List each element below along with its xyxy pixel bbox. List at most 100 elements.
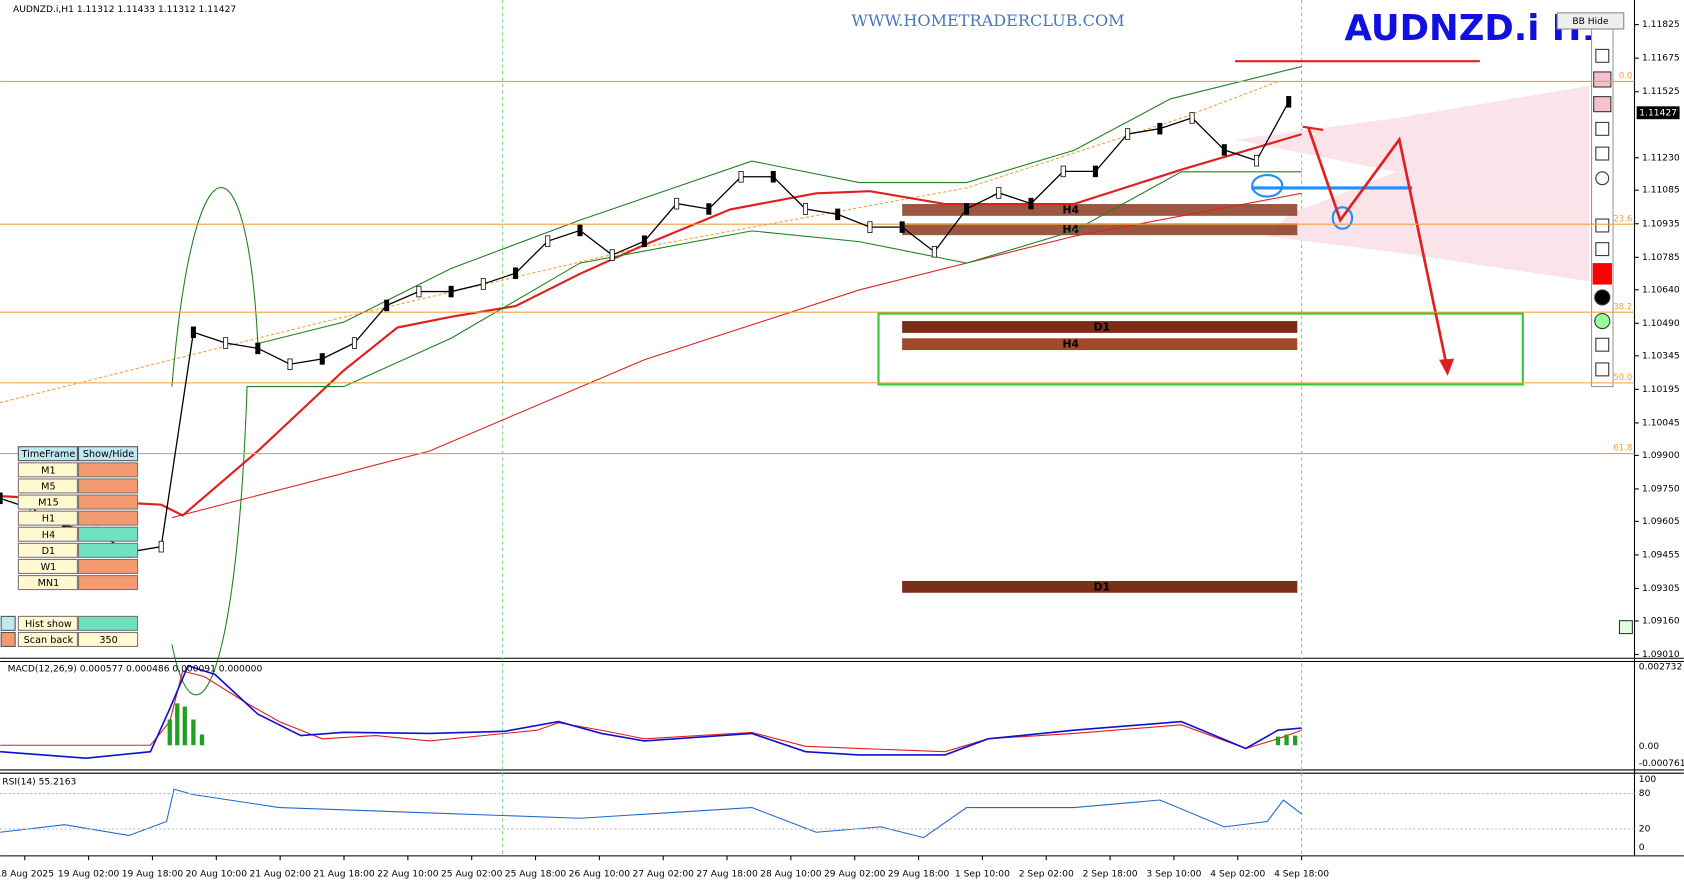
- panel-icon: [0, 631, 16, 647]
- price-label: 1.11825: [1642, 20, 1680, 30]
- macd-axis-label: 0.00: [1639, 742, 1659, 752]
- tool-rect[interactable]: [1595, 146, 1610, 161]
- timeframe-cell: [17, 526, 78, 542]
- price-label: 1.09900: [1642, 451, 1680, 461]
- hist-label: Hist show: [25, 619, 72, 630]
- toggle-cell[interactable]: [77, 526, 139, 542]
- scan-value: 350: [99, 635, 117, 646]
- macd-line: [0, 664, 1302, 759]
- bb-hide-button[interactable]: [1556, 12, 1625, 30]
- rsi-line: [0, 788, 1302, 839]
- toggle-cell[interactable]: [77, 542, 139, 558]
- candle: [641, 235, 647, 247]
- toggle-cell[interactable]: [77, 478, 139, 494]
- scan-cell: [17, 631, 78, 647]
- timeframe-label: MN1: [38, 578, 60, 589]
- bollinger-upper: [171, 66, 1302, 387]
- price-label: 1.09605: [1642, 517, 1680, 527]
- timeframe-label: M15: [38, 498, 59, 509]
- timeframe-cell: [17, 542, 78, 558]
- moving-average-slow: [171, 192, 1302, 519]
- price-label: 1.10345: [1642, 351, 1680, 361]
- candle: [513, 267, 519, 279]
- zone-label: D1: [1094, 580, 1110, 593]
- candle: [1189, 112, 1195, 124]
- timeframe-label: M1: [41, 465, 55, 476]
- tool-width[interactable]: [1594, 289, 1611, 306]
- toggle-cell[interactable]: [77, 494, 139, 510]
- fib-label: 50.0: [1613, 373, 1632, 383]
- rsi-axis-label: 20: [1639, 825, 1651, 835]
- time-label: 25 Aug 18:00: [505, 870, 567, 880]
- table-header-cell: [17, 446, 78, 462]
- tool-arrow[interactable]: [1595, 121, 1610, 136]
- rsi-axis-label: 100: [1639, 775, 1657, 785]
- scan-label: Scan back: [24, 635, 74, 646]
- candle: [996, 187, 1002, 199]
- time-label: 19 Aug 18:00: [122, 870, 184, 880]
- timeframe-label: H4: [42, 530, 55, 541]
- candle: [802, 203, 809, 215]
- fib-label: 38.2: [1613, 302, 1632, 312]
- candle: [1157, 122, 1163, 135]
- tool-fib[interactable]: [1593, 96, 1612, 113]
- scroll-toggle[interactable]: [1618, 620, 1633, 635]
- chart-header: AUDNZD.i,H1 1.11312 1.11433 1.11312 1.11…: [13, 5, 236, 15]
- tool-color[interactable]: [1592, 263, 1612, 285]
- candle: [867, 221, 873, 233]
- tool-circle[interactable]: [1595, 171, 1610, 186]
- tool-scissors[interactable]: [1595, 362, 1610, 377]
- candle: [1221, 144, 1227, 156]
- tool-timer[interactable]: [1594, 313, 1611, 330]
- price-label: 1.10045: [1642, 418, 1680, 428]
- tool-cursor[interactable]: [1595, 48, 1610, 63]
- tool-save[interactable]: [1595, 337, 1610, 352]
- time-label: 21 Aug 18:00: [313, 870, 375, 880]
- hist-toggle: [77, 615, 139, 631]
- macd-signal: [0, 670, 1302, 753]
- price-box: [1636, 106, 1680, 120]
- tool-delete[interactable]: [1595, 242, 1610, 257]
- toggle-cell[interactable]: [77, 575, 139, 591]
- timeframe-cell: [17, 462, 78, 478]
- time-label: 3 Sep 10:00: [1146, 870, 1201, 880]
- candle: [384, 299, 390, 312]
- bollinger-lower: [171, 171, 1302, 696]
- candle: [351, 337, 357, 349]
- price-label: 1.09160: [1642, 616, 1680, 626]
- candle: [1028, 197, 1034, 210]
- toggle-cell[interactable]: [77, 510, 139, 526]
- table-header: TimeFrame: [21, 449, 76, 460]
- time-label: 25 Aug 02:00: [441, 870, 503, 880]
- moving-average-fast: [0, 133, 1302, 517]
- candle: [223, 337, 229, 349]
- price-label: 1.11085: [1642, 186, 1680, 196]
- time-label: 4 Sep 18:00: [1274, 870, 1329, 880]
- tool-line[interactable]: [1593, 71, 1612, 88]
- zone-box: [877, 312, 1524, 386]
- macd-label: MACD(12,26,9) 0.000577 0.000486 0.000091…: [8, 665, 263, 675]
- price-label: 1.10935: [1642, 219, 1680, 229]
- candle: [964, 203, 970, 215]
- timeframe-label: M5: [41, 481, 55, 492]
- toggle-cell[interactable]: [77, 558, 139, 574]
- time-label: 29 Aug 18:00: [888, 870, 950, 880]
- arrow-head: [1439, 358, 1455, 376]
- drawn-circle: [1251, 173, 1284, 198]
- timeframe-label: H1: [42, 514, 55, 525]
- macd-histogram: [167, 703, 1298, 746]
- zone-h4: [902, 223, 1298, 236]
- candle: [1253, 154, 1260, 167]
- zone-h4: [902, 338, 1298, 351]
- candle: [609, 249, 615, 261]
- price-label: 1.10785: [1642, 253, 1680, 263]
- toggle-cell[interactable]: [77, 462, 139, 478]
- toolbar-icons: [1592, 48, 1633, 635]
- price-label: 1.11675: [1642, 54, 1680, 64]
- price-label: 1.09455: [1642, 550, 1680, 560]
- zone-label: H4: [1063, 203, 1079, 216]
- tool-erase[interactable]: [1595, 218, 1610, 233]
- time-label: 29 Aug 02:00: [824, 870, 886, 880]
- candle: [319, 353, 325, 365]
- zone-d1: [902, 321, 1298, 333]
